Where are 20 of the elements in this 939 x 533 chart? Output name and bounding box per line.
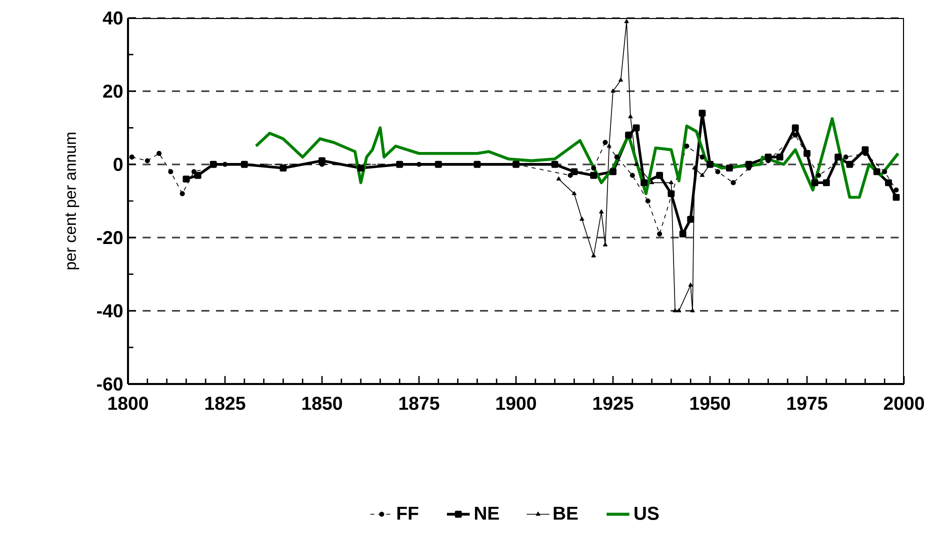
- x-tick-label: 1875: [399, 396, 440, 410]
- legend-label: NE: [474, 506, 499, 520]
- y-tick-label: 40: [102, 11, 123, 25]
- y-tick-label: -40: [97, 304, 123, 318]
- legend-label: FF: [397, 506, 418, 520]
- x-tick-label: 1850: [302, 396, 342, 410]
- x-tick-label: 1800: [108, 396, 148, 410]
- y-tick-label: 20: [103, 84, 123, 98]
- y-tick-label: -20: [97, 230, 123, 244]
- x-tick-label: 1950: [690, 396, 730, 410]
- y-tick-label: 0: [114, 158, 123, 172]
- y-tick-label: -60: [97, 377, 123, 391]
- y-axis-title: per cent per annum: [65, 132, 80, 270]
- legend-label: US: [634, 506, 659, 520]
- x-tick-label: 1975: [787, 396, 828, 410]
- x-tick-label: 2000: [884, 396, 924, 410]
- x-tick-label: 1825: [205, 396, 246, 410]
- legend-label: BE: [554, 506, 578, 520]
- x-tick-label: 1900: [496, 396, 536, 410]
- x-tick-label: 1925: [593, 396, 634, 410]
